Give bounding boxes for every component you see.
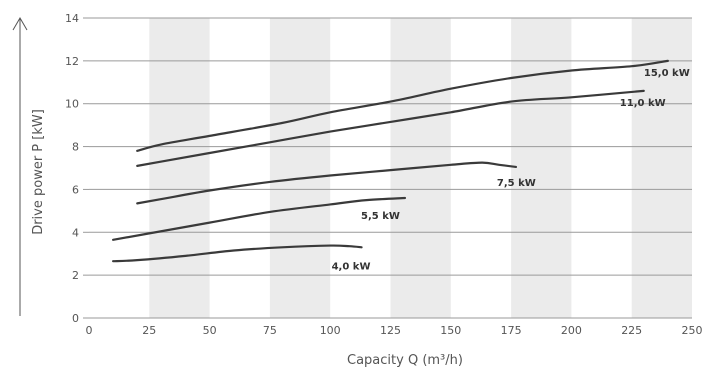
series-lines <box>112 59 669 263</box>
grid-lines <box>83 17 692 319</box>
y-tick-label: 10 <box>65 98 79 111</box>
x-tick-label: 75 <box>263 324 277 337</box>
y-axis-arrow <box>12 17 28 316</box>
series-label: 15,0 kW <box>644 68 690 79</box>
x-tick-label: 50 <box>203 324 217 337</box>
y-tick-label: 4 <box>72 226 79 239</box>
x-axis-label: Capacity Q (m³/h) <box>347 353 463 368</box>
x-tick-label: 225 <box>621 324 642 337</box>
series-label: 5,5 kW <box>361 211 400 222</box>
series-line-4-0-kw <box>112 244 363 263</box>
series-label: 7,5 kW <box>497 178 536 189</box>
x-tick-label: 200 <box>561 324 582 337</box>
x-tick-label: 125 <box>380 324 401 337</box>
x-tick-label: 150 <box>440 324 461 337</box>
series-labels: 15,0 kW 11,0 kW 7,5 kW 5,5 kW 4,0 kW <box>332 68 690 272</box>
y-tick-labels: 0 2 4 6 8 10 12 14 <box>65 12 79 325</box>
background-band <box>269 18 331 318</box>
x-tick-label: 175 <box>501 324 522 337</box>
y-tick-label: 12 <box>65 55 79 68</box>
background-band <box>149 18 210 318</box>
series-line-11-0-kw <box>136 89 645 167</box>
y-tick-label: 14 <box>65 12 79 25</box>
y-axis-label: Drive power P [kW] <box>31 109 46 235</box>
x-tick-labels: 0 25 50 75 100 125 150 175 200 225 250 <box>86 324 703 337</box>
series-line-5-5-kw <box>112 196 407 241</box>
x-tick-label: 0 <box>86 324 93 337</box>
background-bands <box>149 18 692 318</box>
series-label: 4,0 kW <box>332 261 371 272</box>
series-line-15-0-kw <box>136 59 669 152</box>
y-tick-label: 0 <box>72 312 79 325</box>
series-label: 11,0 kW <box>620 98 666 109</box>
x-tick-label: 250 <box>682 324 703 337</box>
series-line-7-5-kw <box>136 161 518 205</box>
background-band <box>511 18 572 318</box>
y-tick-label: 8 <box>72 141 79 154</box>
background-band <box>631 18 692 318</box>
x-tick-label: 100 <box>320 324 341 337</box>
y-tick-label: 2 <box>72 269 79 282</box>
y-tick-label: 6 <box>72 183 79 196</box>
x-tick-label: 25 <box>142 324 156 337</box>
